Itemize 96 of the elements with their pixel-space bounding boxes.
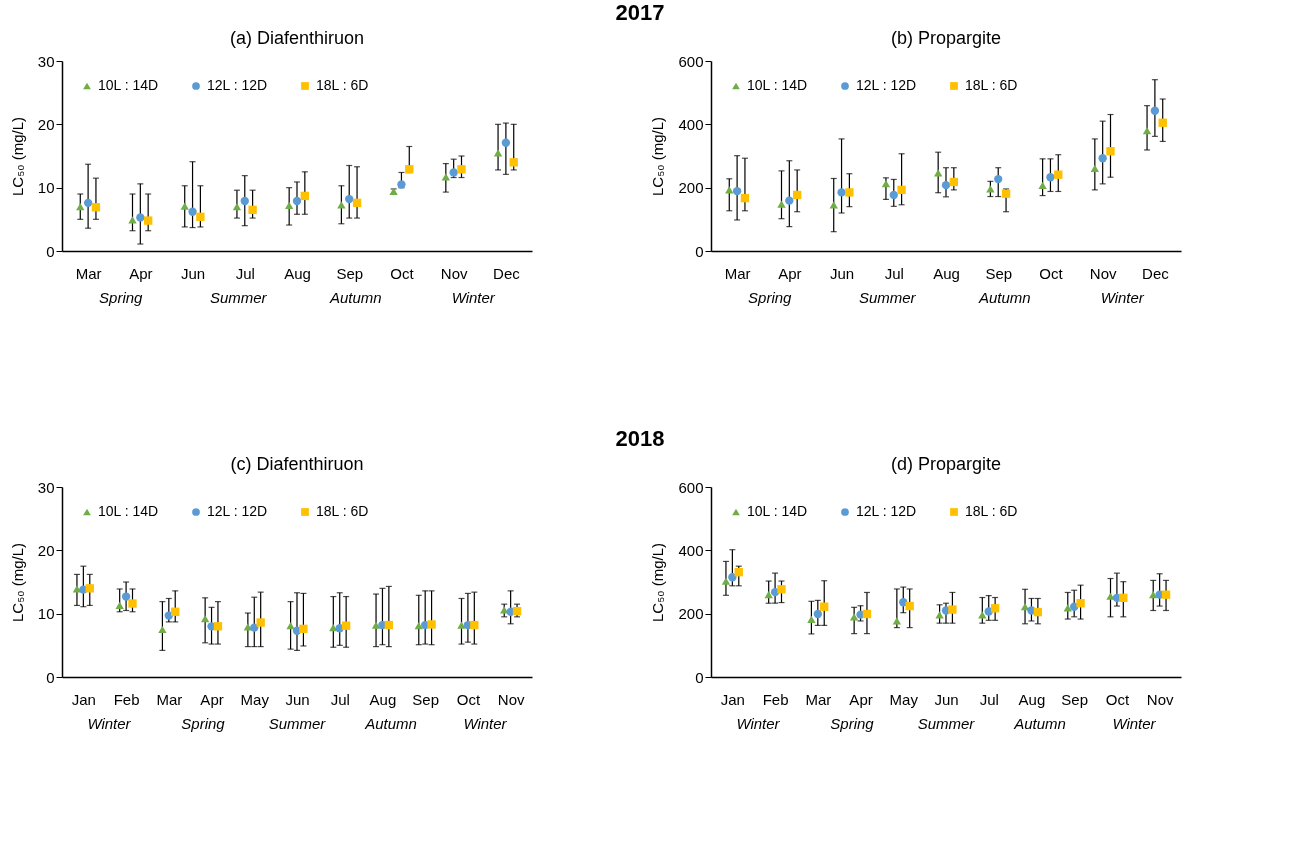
- legend-label: 18L : 6D: [316, 77, 369, 93]
- legend-label: 18L : 6D: [316, 503, 369, 519]
- legend-label: 10L : 14D: [747, 503, 808, 519]
- x-tick-label: Aug: [1018, 690, 1046, 708]
- x-tick-label: Nov: [440, 264, 468, 282]
- text: Autumn: [1013, 715, 1066, 732]
- x-tick-label: Jan: [71, 690, 96, 708]
- x-tick-label: Jun: [180, 264, 206, 282]
- y-tick-label: 0: [695, 668, 704, 686]
- x-tick-label: Sep: [1061, 690, 1089, 708]
- text: Summer: [858, 289, 917, 306]
- x-tick-label: Dec: [493, 264, 521, 282]
- legend-label: 18L : 6D: [965, 503, 1018, 519]
- x-tick-label: Mar: [156, 690, 183, 708]
- text: Winter: [1100, 289, 1145, 306]
- y-tick-label: 20: [37, 541, 55, 559]
- x-tick-label: Nov: [1089, 264, 1117, 282]
- x-tick-label: May: [240, 690, 270, 708]
- y-tick-label: 200: [678, 605, 704, 623]
- x-tick-label: May: [889, 690, 919, 708]
- x-tick-label: Jan: [720, 690, 745, 708]
- legend-label: 12L : 12D: [207, 77, 268, 93]
- y-tick-label: 200: [678, 179, 704, 197]
- legend-label: 12L : 12D: [207, 503, 268, 519]
- text: Summer: [917, 715, 976, 732]
- text: Autumn: [977, 289, 1031, 306]
- x-tick-label: Apr: [200, 690, 224, 708]
- y-axis-title: LC₅₀ (mg/L): [649, 543, 667, 622]
- y-tick-label: 0: [46, 668, 55, 686]
- y-axis-title: LC₅₀ (mg/L): [8, 117, 26, 196]
- chart-title: (c) Diafenthiruon: [230, 454, 364, 474]
- y-tick-label: 0: [46, 242, 55, 260]
- x-tick-label: Aug: [284, 264, 311, 282]
- legend-label: 18L : 6D: [965, 77, 1018, 93]
- x-tick-label: Jul: [979, 690, 999, 708]
- text: Winter: [87, 715, 132, 732]
- legend-label: 12L : 12D: [856, 77, 917, 93]
- x-tick-label: Sep: [985, 264, 1013, 282]
- text: Summer: [268, 715, 327, 732]
- text: Winter: [463, 715, 508, 732]
- legend-label: 10L : 14D: [747, 77, 808, 93]
- y-tick-label: 20: [37, 115, 55, 133]
- legend-label: 10L : 14D: [98, 77, 159, 93]
- x-tick-label: Feb: [113, 690, 140, 708]
- x-tick-label: Apr: [849, 690, 873, 708]
- y-tick-label: 10: [37, 179, 55, 197]
- y-tick-label: 400: [678, 115, 704, 133]
- x-tick-label: Oct: [390, 264, 415, 282]
- y-tick-label: 10: [37, 605, 55, 623]
- x-tick-label: Nov: [1146, 690, 1174, 708]
- text: Winter: [736, 715, 781, 732]
- x-tick-label: Mar: [75, 264, 102, 282]
- y-tick-label: 30: [37, 478, 55, 496]
- x-tick-label: Nov: [497, 690, 525, 708]
- x-tick-label: Feb: [762, 690, 789, 708]
- x-tick-label: Oct: [1039, 264, 1064, 282]
- text: 2018: [614, 426, 666, 452]
- y-axis-title: LC₅₀ (mg/L): [649, 117, 667, 196]
- x-tick-label: Oct: [456, 690, 481, 708]
- x-tick-label: Sep: [336, 264, 364, 282]
- x-tick-label: Mar: [724, 264, 751, 282]
- text: 2017: [614, 0, 666, 26]
- x-tick-label: Mar: [805, 690, 832, 708]
- x-tick-label: Aug: [933, 264, 960, 282]
- x-tick-label: Jul: [330, 690, 350, 708]
- y-tick-label: 600: [678, 478, 704, 496]
- text: Winter: [1112, 715, 1157, 732]
- text: Spring: [99, 289, 144, 306]
- x-tick-label: Dec: [1142, 264, 1170, 282]
- x-tick-label: Sep: [412, 690, 440, 708]
- legend-label: 12L : 12D: [856, 503, 917, 519]
- text: Spring: [830, 715, 875, 732]
- y-tick-label: 400: [678, 541, 704, 559]
- x-tick-label: Jul: [235, 264, 255, 282]
- text: Spring: [181, 715, 226, 732]
- x-tick-label: Aug: [369, 690, 397, 708]
- chart-title: (b) Propargite: [890, 28, 1002, 48]
- y-tick-label: 0: [695, 242, 704, 260]
- x-tick-label: Apr: [778, 264, 802, 282]
- x-tick-label: Jul: [884, 264, 904, 282]
- y-axis-title: LC₅₀ (mg/L): [8, 543, 26, 622]
- chart-title: (d) Propargite: [890, 454, 1002, 474]
- x-tick-label: Jun: [934, 690, 959, 708]
- y-tick-label: 30: [37, 52, 55, 70]
- text: Spring: [748, 289, 793, 306]
- chart-title: (a) Diafenthiruon: [229, 28, 365, 48]
- legend-label: 10L : 14D: [98, 503, 159, 519]
- y-tick-label: 600: [678, 52, 704, 70]
- x-tick-label: Apr: [129, 264, 153, 282]
- text: Summer: [209, 289, 268, 306]
- x-tick-label: Oct: [1105, 690, 1130, 708]
- x-tick-label: Jun: [285, 690, 310, 708]
- x-tick-label: Jun: [829, 264, 855, 282]
- text: Autumn: [328, 289, 382, 306]
- text: Winter: [451, 289, 496, 306]
- text: Autumn: [364, 715, 417, 732]
